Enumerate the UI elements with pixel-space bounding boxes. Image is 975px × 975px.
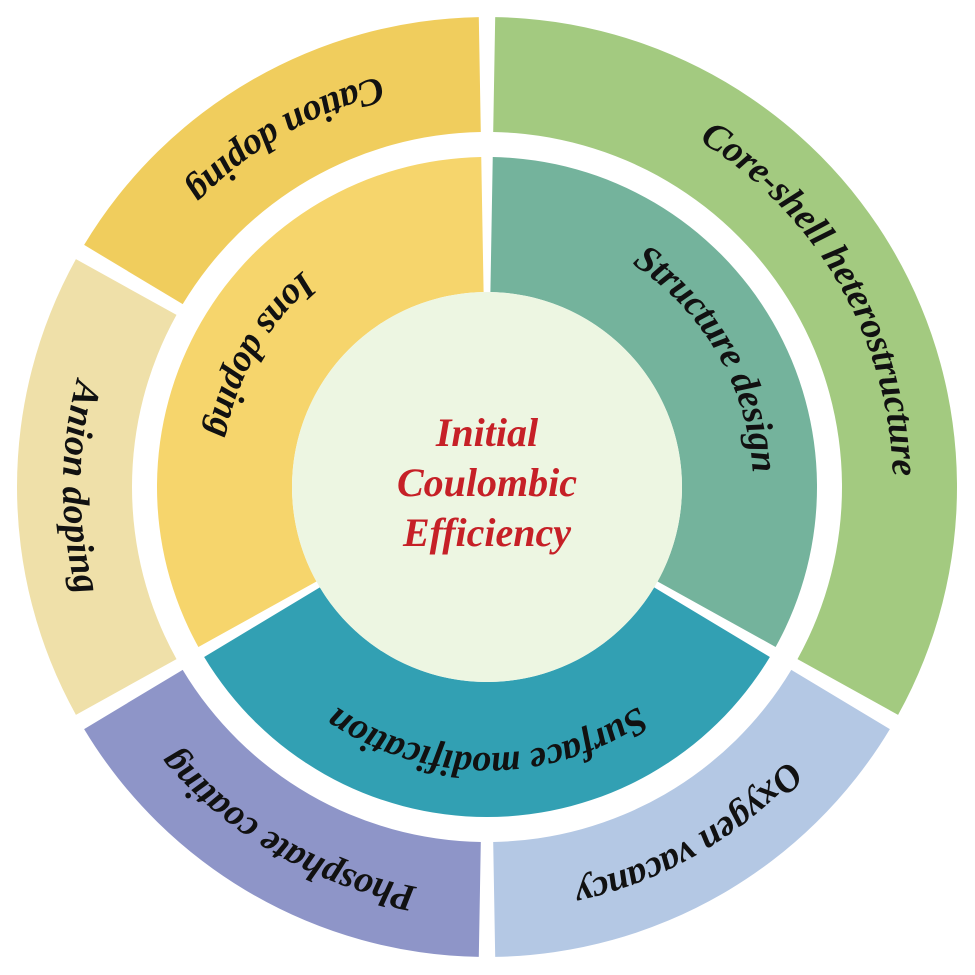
center-label-line: Initial [435, 410, 539, 455]
ring-segment [17, 259, 177, 715]
center-label-line: Coulombic [397, 460, 577, 505]
center-label-line: Efficiency [402, 510, 571, 555]
